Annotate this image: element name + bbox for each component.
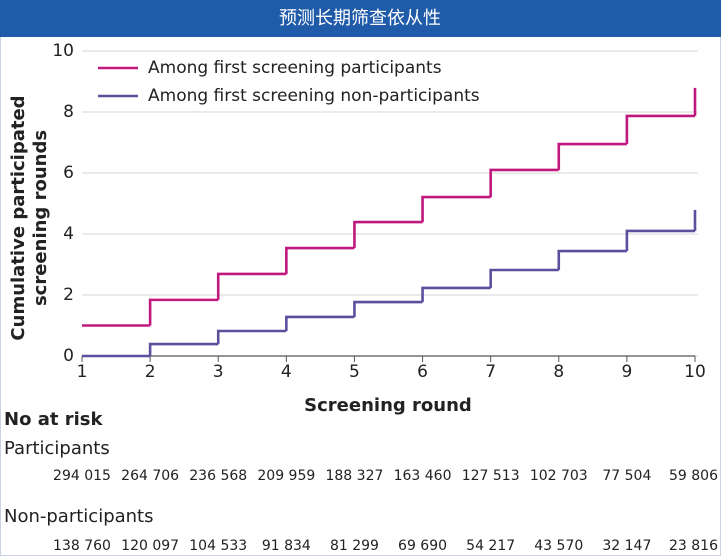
step-line: [285, 246, 355, 274]
step-line: [557, 142, 627, 170]
risk-count: 138 760: [53, 538, 111, 554]
risk-count: 54 217: [466, 538, 515, 554]
step-line: [421, 195, 491, 223]
risk-count: 264 706: [121, 468, 179, 484]
step-line: [353, 300, 423, 317]
x-axis-title: Screening round: [304, 395, 472, 416]
step-line: [285, 315, 355, 331]
y-axis-title: screening rounds: [30, 130, 51, 306]
step-line: [625, 229, 695, 252]
risk-count: 209 959: [257, 468, 315, 484]
risk-table-title: No at risk: [4, 409, 103, 430]
y-tick-label: 0: [63, 346, 74, 366]
x-tick-label: 4: [281, 362, 292, 382]
step-line: [489, 268, 559, 288]
risk-count: 32 147: [602, 538, 651, 554]
risk-count: 104 533: [189, 538, 247, 554]
y-tick-label: 2: [63, 285, 74, 305]
step-line: [421, 286, 491, 303]
risk-count: 91 834: [262, 538, 311, 554]
risk-count: 236 568: [189, 468, 247, 484]
risk-count: 69 690: [398, 538, 447, 554]
x-tick-label: 1: [77, 362, 88, 382]
x-tick-label: 5: [349, 362, 360, 382]
y-tick-label: 10: [52, 41, 74, 61]
y-axis-title: Cumulative participated: [8, 95, 29, 340]
step-line: [216, 272, 287, 300]
risk-count: 120 097: [121, 538, 179, 554]
step-line: [148, 298, 219, 326]
risk-row-label: Participants: [4, 438, 110, 459]
x-tick-label: 8: [553, 362, 564, 382]
x-tick-label: 6: [417, 362, 428, 382]
risk-count: 59 806: [669, 468, 718, 484]
step-line: [557, 249, 627, 270]
risk-count: 77 504: [602, 468, 651, 484]
risk-count: 81 299: [330, 538, 379, 554]
legend-label: Among first screening non-participants: [148, 86, 480, 106]
chart-title: 预测长期筛查依从性: [279, 8, 441, 29]
risk-count: 23 816: [669, 538, 718, 554]
risk-row-label: Non-participants: [4, 506, 154, 527]
x-tick-label: 3: [213, 362, 224, 382]
y-tick-label: 6: [63, 163, 74, 183]
y-tick-label: 4: [63, 224, 74, 244]
risk-count: 127 513: [462, 468, 520, 484]
risk-count: 163 460: [394, 468, 452, 484]
risk-count: 102 703: [530, 468, 588, 484]
y-tick-label: 8: [63, 102, 74, 122]
legend-label: Among first screening participants: [148, 58, 442, 78]
x-tick-label: 10: [684, 362, 706, 382]
risk-count: 43 570: [534, 538, 583, 554]
step-line: [625, 114, 695, 145]
risk-count: 188 327: [325, 468, 383, 484]
x-tick-label: 2: [145, 362, 156, 382]
risk-count: 294 015: [53, 468, 111, 484]
x-tick-label: 7: [485, 362, 496, 382]
title-banner: [0, 0, 721, 37]
step-line: [148, 342, 219, 356]
step-line: [353, 220, 423, 249]
step-line: [216, 329, 287, 345]
step-line: [489, 168, 559, 198]
x-tick-label: 9: [621, 362, 632, 382]
